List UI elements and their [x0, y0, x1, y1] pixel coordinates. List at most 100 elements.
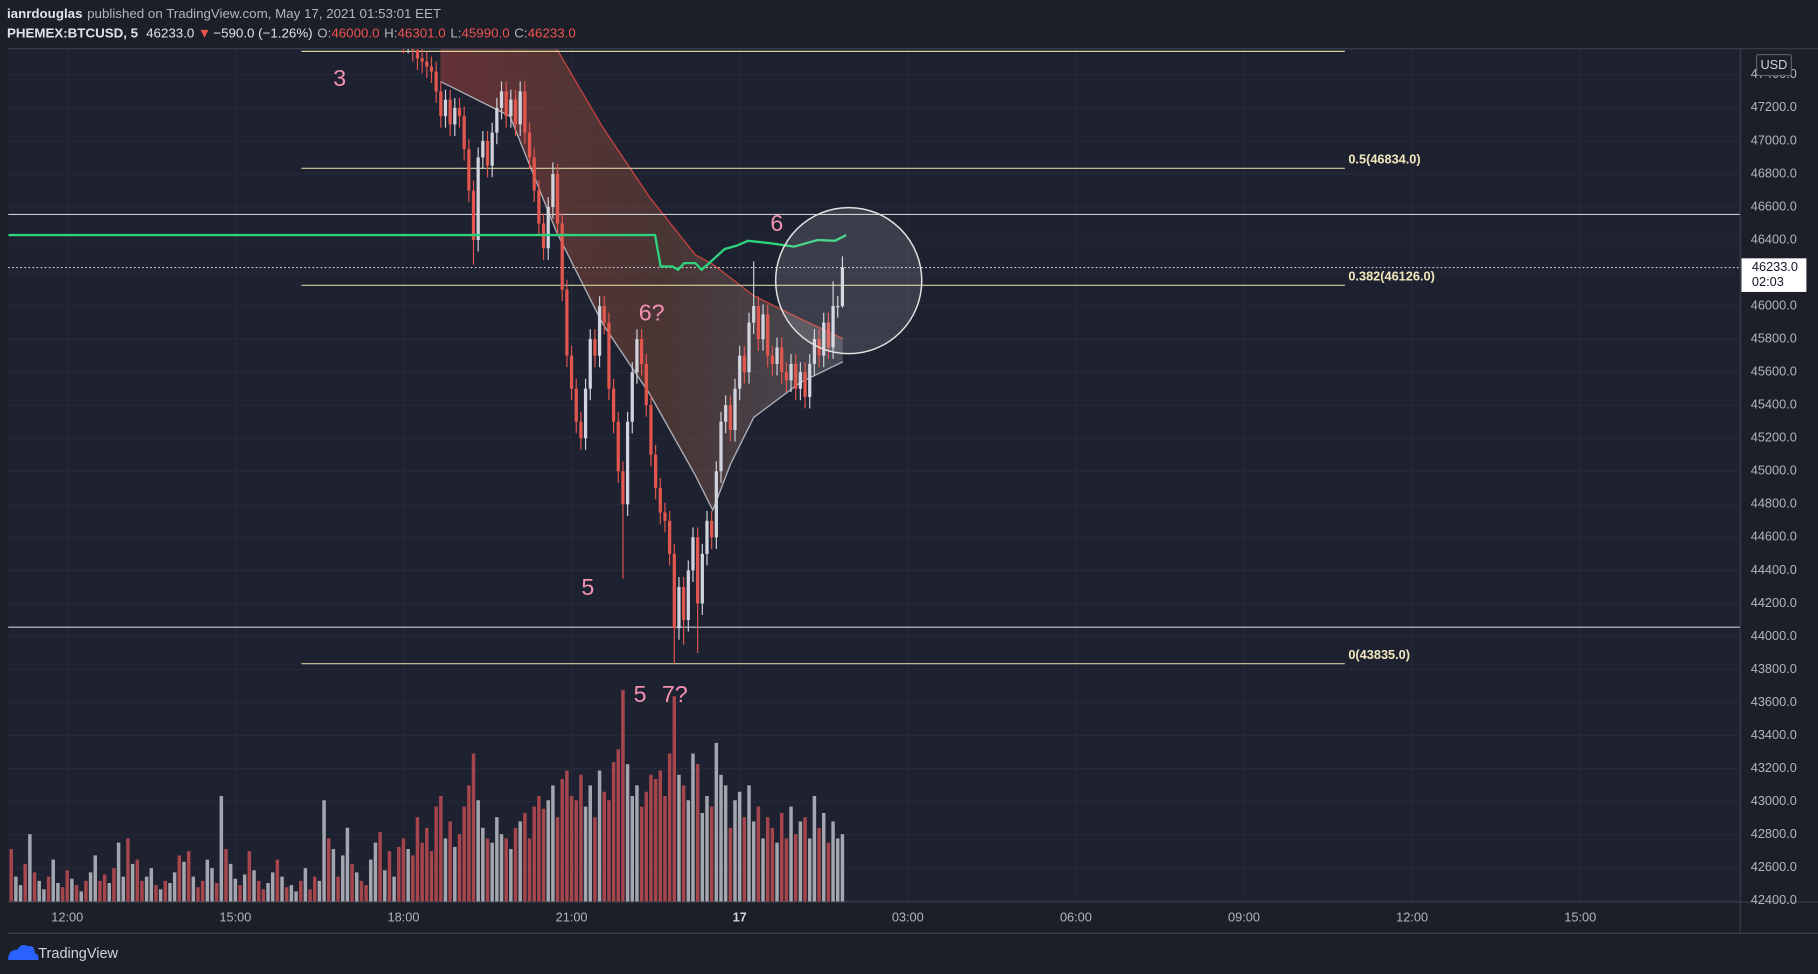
- volume-bar: [607, 800, 611, 903]
- volume-bar: [88, 872, 93, 903]
- volume-bar: [116, 842, 121, 903]
- y-tick-label: 43400.0: [1751, 727, 1797, 742]
- volume-bar: [803, 817, 807, 903]
- candle-body: [509, 99, 513, 117]
- candle-body: [485, 140, 490, 166]
- volume-bar: [172, 872, 177, 903]
- change-arrow: ▼: [198, 25, 211, 40]
- volume-bar: [775, 842, 779, 903]
- ohlc-value: 46301.0: [398, 25, 446, 40]
- volume-bar: [672, 696, 677, 903]
- currency: USD: [1760, 57, 1787, 72]
- volume-bar: [663, 795, 667, 903]
- volume-bar: [364, 885, 368, 903]
- volume-bar: [270, 872, 275, 903]
- candle-body: [780, 347, 784, 373]
- candle-body: [738, 355, 742, 389]
- candle-body: [686, 570, 690, 620]
- volume-bar: [252, 870, 256, 903]
- volume-bar: [130, 863, 135, 903]
- volume-bar: [523, 812, 527, 903]
- x-tick-label: 09:00: [1228, 910, 1260, 925]
- candle-body: [448, 99, 452, 125]
- candle-body: [639, 339, 644, 364]
- volume-bar: [714, 742, 719, 903]
- candle-body: [747, 322, 751, 373]
- annotation: 5: [581, 574, 594, 600]
- volume-bar: [210, 868, 214, 903]
- y-tick-label: 45400.0: [1751, 397, 1797, 412]
- candle-body: [532, 157, 536, 191]
- volume-bar: [835, 838, 840, 903]
- volume-bar: [747, 785, 751, 903]
- legend-line: PHEMEX:BTCUSD, 5 46233.0 ▼ −590.0 (−1.26%) O…: [7, 25, 576, 40]
- volume-bar: [275, 859, 280, 903]
- annotation: 6: [770, 210, 783, 236]
- candle-body: [453, 107, 457, 125]
- candle-body: [415, 50, 420, 59]
- candle-body: [682, 586, 686, 620]
- candle-body: [766, 314, 770, 356]
- price-tag: [1741, 258, 1807, 292]
- y-tick-label: 43800.0: [1751, 661, 1797, 676]
- volume-bar: [242, 874, 247, 903]
- y-tick-label: 45000.0: [1751, 463, 1797, 478]
- candle-body: [602, 306, 606, 323]
- candle-body: [733, 388, 737, 430]
- volume-bar: [317, 880, 322, 903]
- volume-bar: [135, 859, 140, 903]
- candle-body: [476, 157, 480, 241]
- volume-bar: [359, 880, 364, 903]
- ribbon-edge: [555, 48, 844, 340]
- y-tick-label: 42600.0: [1751, 859, 1797, 874]
- y-tick-label: 45800.0: [1751, 331, 1797, 346]
- volume-bar: [425, 827, 429, 903]
- candle-body: [523, 91, 527, 133]
- candle-body: [672, 553, 676, 629]
- volume-bar: [140, 880, 144, 903]
- volume-bar: [214, 882, 219, 903]
- volume-bar: [765, 817, 770, 903]
- volume-bar: [406, 849, 410, 903]
- volume-bar: [439, 795, 443, 903]
- volume-bar: [476, 800, 480, 903]
- volume-bar: [341, 855, 345, 903]
- annotation: 3: [333, 65, 346, 91]
- volume-bar: [793, 834, 798, 903]
- volume-bar: [345, 827, 350, 903]
- volume-bar: [51, 859, 55, 903]
- volume-bar: [186, 851, 191, 903]
- volume-bar: [280, 876, 284, 903]
- x-tick-label: 03:00: [892, 910, 924, 925]
- annotation: 7?: [662, 681, 688, 707]
- x-tick-label: 15:00: [219, 910, 251, 925]
- price-pane: 0.618(47541.8)0.5(46834.0)0.382(46126.0)…: [8, 48, 1741, 665]
- candle-body: [499, 91, 504, 108]
- volume-bar: [481, 827, 485, 903]
- candle-body: [504, 91, 508, 117]
- volume-bar: [177, 855, 182, 903]
- candle-body: [696, 537, 700, 604]
- volume-bar: [383, 870, 387, 903]
- volume-bar: [467, 785, 471, 903]
- candle-body: [471, 190, 476, 241]
- volume-bar: [621, 689, 625, 903]
- candle-body: [728, 405, 732, 430]
- candle-body: [761, 314, 765, 340]
- volume-bar: [397, 846, 401, 903]
- candle-body: [443, 99, 448, 117]
- volume-bar: [583, 806, 588, 903]
- volume-bar: [751, 821, 756, 903]
- volume-bar: [107, 882, 112, 903]
- volume-bar: [807, 838, 812, 903]
- volume-bar: [247, 851, 252, 903]
- candle-body: [630, 372, 634, 422]
- volume-bar: [499, 834, 504, 903]
- candle-body: [621, 471, 625, 505]
- volume-bar: [551, 785, 555, 903]
- fib-label: 0(43835.0): [1348, 647, 1410, 662]
- volume-bar: [462, 806, 466, 903]
- volume-bar: [616, 749, 620, 903]
- volume-bar: [789, 806, 793, 903]
- volume-bar: [266, 882, 270, 903]
